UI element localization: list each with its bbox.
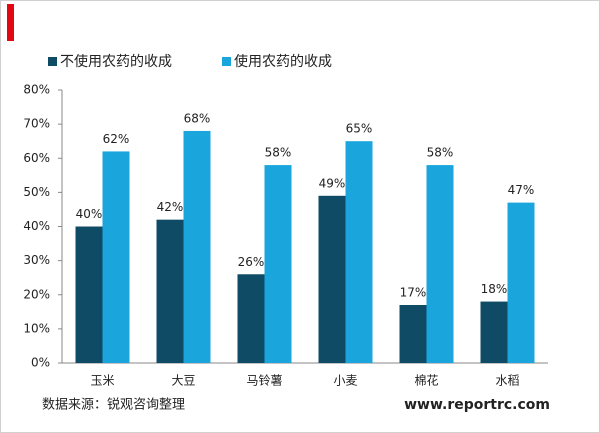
- bar: [426, 165, 454, 363]
- legend-swatch: [222, 57, 231, 66]
- bar: [345, 141, 373, 363]
- y-tick-label: 80%: [23, 83, 50, 97]
- value-label: 58%: [265, 146, 292, 160]
- value-label: 65%: [346, 122, 373, 136]
- bar: [75, 226, 103, 363]
- value-label: 18%: [481, 282, 508, 296]
- value-label: 68%: [184, 111, 211, 125]
- y-tick-label: 60%: [23, 151, 50, 165]
- value-label: 17%: [400, 285, 427, 299]
- x-tick-label: 马铃薯: [246, 373, 282, 388]
- x-tick-label: 玉米: [90, 374, 114, 388]
- x-tick-label: 棉花: [414, 373, 438, 388]
- value-label: 49%: [319, 176, 346, 190]
- y-tick-label: 30%: [23, 253, 50, 267]
- value-label: 26%: [238, 255, 265, 269]
- value-label: 58%: [427, 146, 454, 160]
- value-label: 47%: [508, 183, 535, 197]
- accent-bar: [7, 4, 14, 41]
- y-tick-label: 10%: [23, 321, 50, 335]
- bar: [264, 165, 292, 363]
- bar: [318, 195, 346, 363]
- bar: [156, 219, 184, 363]
- value-label: 40%: [76, 207, 103, 221]
- bar: [507, 202, 535, 363]
- legend-swatch: [48, 57, 57, 66]
- y-tick-label: 50%: [23, 185, 50, 199]
- legend-label: 使用农药的收成: [234, 53, 332, 70]
- legend-label: 不使用农药的收成: [60, 53, 172, 70]
- y-tick-label: 70%: [23, 117, 50, 131]
- x-tick-label: 大豆: [171, 374, 195, 388]
- bar: [480, 301, 508, 363]
- value-label: 42%: [157, 200, 184, 214]
- website: www.reportrc.com: [404, 397, 550, 413]
- y-tick-label: 0%: [31, 356, 50, 370]
- value-label: 62%: [103, 132, 130, 146]
- bar: [237, 274, 265, 363]
- bar: [102, 151, 130, 363]
- x-tick-label: 小麦: [333, 374, 357, 388]
- y-tick-label: 40%: [23, 219, 50, 233]
- bar: [183, 130, 211, 363]
- x-tick-label: 水稻: [495, 374, 519, 388]
- y-tick-label: 20%: [23, 287, 50, 301]
- source-note: 数据来源：锐观咨询整理: [42, 398, 185, 413]
- bar: [399, 304, 427, 363]
